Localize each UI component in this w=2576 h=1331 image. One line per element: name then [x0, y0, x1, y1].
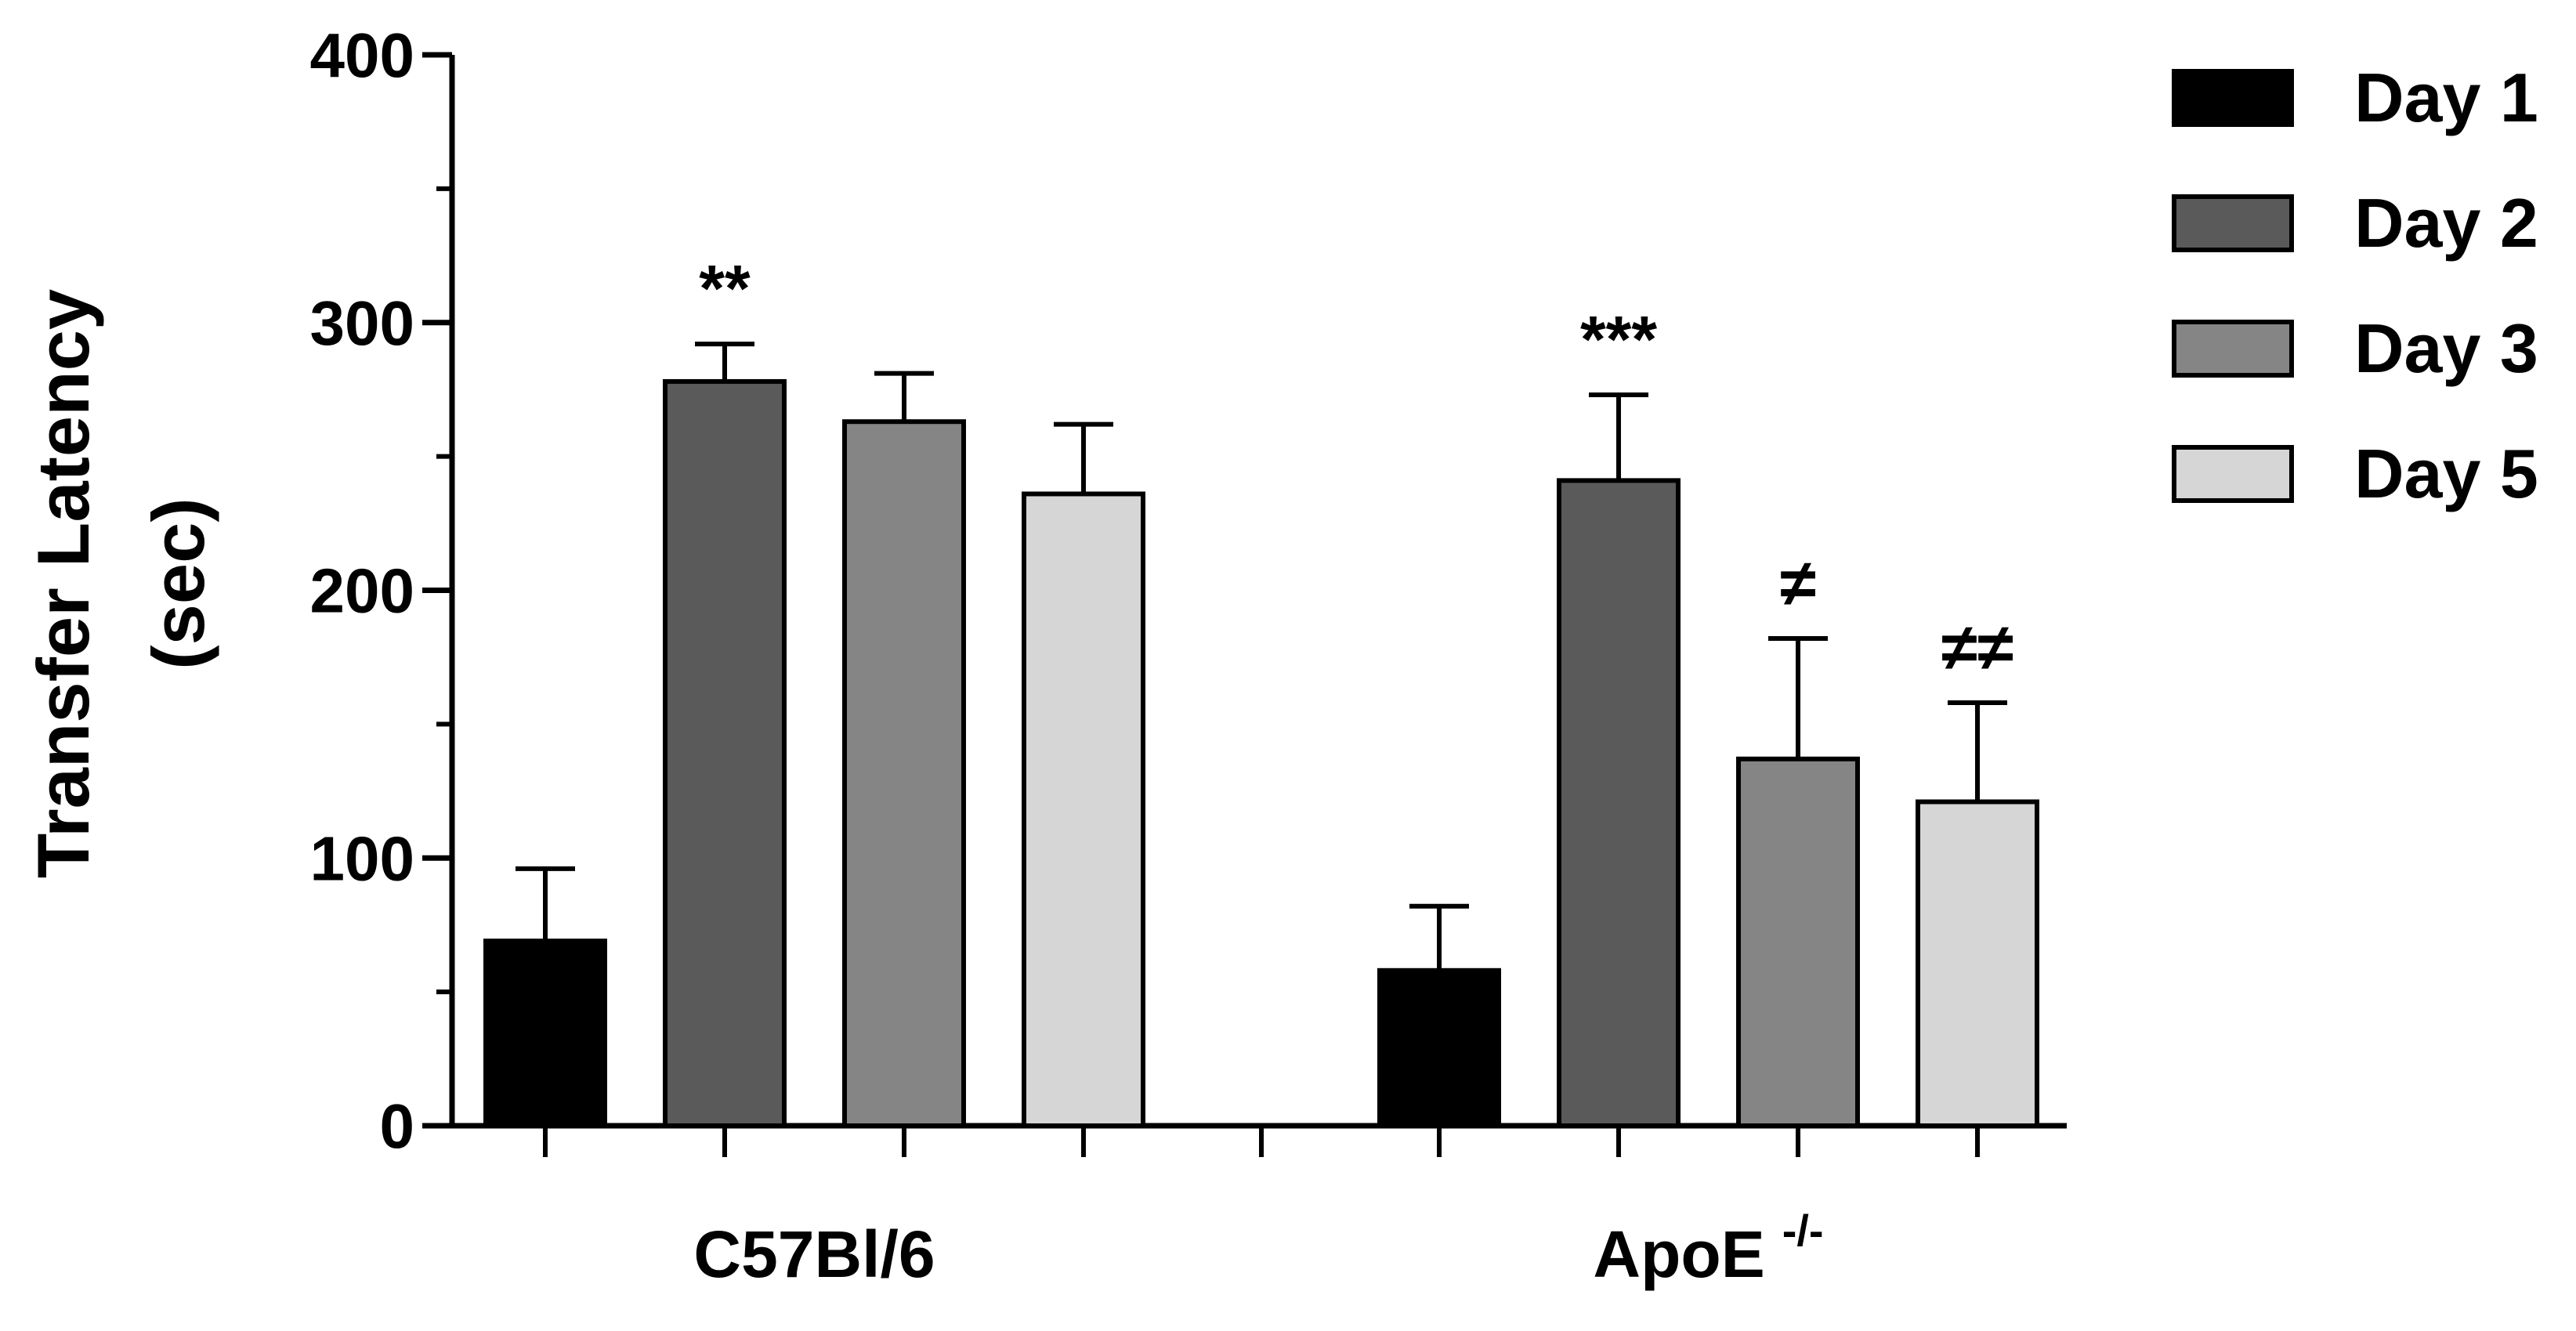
x-axis-category-labels: C57Bl/6 ApoE -/-	[693, 1206, 1823, 1291]
legend-swatch	[2172, 69, 2294, 127]
legend-label: Day 5	[2354, 435, 2538, 512]
y-tick-label: 0	[380, 1091, 415, 1161]
legend-label: Day 2	[2354, 184, 2538, 262]
category-label-text: ApoE	[1593, 1217, 1764, 1291]
legend-label: Day 3	[2354, 309, 2538, 387]
category-label: ApoE -/-	[1593, 1206, 1823, 1291]
bar	[1736, 756, 1860, 1128]
significance-marker: ≠	[1780, 546, 1816, 620]
significance-marker: ***	[1580, 302, 1657, 376]
y-tick-label: 100	[310, 823, 414, 893]
significance-marker: ≠≠	[1941, 610, 2013, 684]
significance-marker: **	[699, 251, 751, 325]
y-axis-title-line-1: Transfer Latency	[22, 289, 104, 878]
y-tick-label: 300	[310, 288, 414, 358]
bars	[483, 342, 2039, 1129]
bar	[483, 939, 607, 1128]
category-label-superscript: -/-	[1782, 1206, 1824, 1255]
category-label-text: C57Bl/6	[693, 1217, 935, 1291]
legend-label: Day 1	[2354, 59, 2538, 136]
category-label: C57Bl/6	[693, 1217, 935, 1291]
significance-annotations: *****≠≠≠	[699, 251, 2013, 684]
legend: Day 1 Day 2 Day 3 Day 5	[2172, 59, 2538, 512]
legend-swatch	[2172, 194, 2294, 252]
legend-swatch	[2172, 445, 2294, 503]
bar	[1557, 478, 1681, 1128]
y-tick-label: 400	[310, 20, 414, 90]
bar	[1377, 968, 1501, 1129]
y-axis-title-line-2: (sec)	[137, 497, 219, 669]
bar	[842, 419, 966, 1128]
bar	[1022, 491, 1145, 1128]
y-tick-label: 200	[310, 556, 414, 626]
bar	[1916, 799, 2039, 1128]
bar	[663, 378, 787, 1128]
y-axis-title: Transfer Latency (sec)	[22, 289, 219, 878]
legend-swatch	[2172, 320, 2294, 378]
